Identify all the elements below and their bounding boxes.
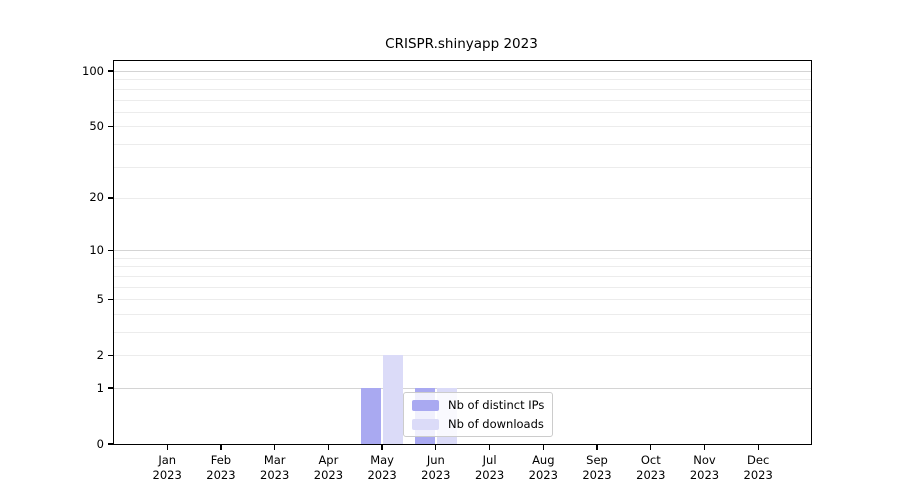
legend-swatch-downloads — [412, 418, 439, 430]
y-tick-label-100: 100 — [82, 63, 104, 78]
y-tick-0 — [108, 443, 113, 445]
y-tick-20 — [108, 197, 113, 199]
x-tick-label-jan: Jan 2023 — [152, 453, 182, 482]
y-tick-2 — [108, 354, 113, 356]
gridline-minor-5 — [114, 299, 811, 301]
gridline-minor-30 — [114, 166, 811, 168]
x-tick-label-apr: Apr 2023 — [313, 453, 344, 482]
x-tick-label-jun: Jun 2023 — [421, 453, 451, 482]
legend-item-downloads: Nb of downloads — [412, 417, 544, 431]
x-tick-label-sep: Sep 2023 — [582, 453, 612, 482]
bar-may-downloads — [383, 355, 404, 444]
gridline-major-10 — [114, 250, 811, 252]
gridline-minor-70 — [114, 99, 811, 101]
x-tick-label-mar: Mar 2023 — [260, 453, 290, 482]
x-tick-oct — [650, 445, 652, 450]
x-tick-label-oct: Oct 2023 — [636, 453, 666, 482]
gridline-minor-8 — [114, 266, 811, 268]
gridline-minor-6 — [114, 286, 811, 288]
gridline-minor-40 — [114, 143, 811, 145]
gridline-minor-7 — [114, 275, 811, 277]
y-tick-label-5: 5 — [96, 291, 104, 306]
x-tick-label-may: May 2023 — [367, 453, 397, 482]
x-tick-feb — [220, 445, 222, 450]
gridline-minor-50 — [114, 126, 811, 128]
gridline-major-1 — [114, 388, 811, 389]
chart-title: CRISPR.shinyapp 2023 — [385, 36, 538, 52]
x-tick-label-feb: Feb 2023 — [206, 453, 236, 482]
gridline-minor-4 — [114, 313, 811, 315]
y-tick-label-2: 2 — [96, 347, 104, 362]
gridline-minor-60 — [114, 111, 811, 113]
gridline-major-100 — [114, 71, 811, 72]
y-tick-label-0: 0 — [96, 436, 104, 451]
gridline-minor-2 — [114, 355, 811, 357]
legend-item-distinct-ips: Nb of distinct IPs — [412, 398, 544, 412]
legend: Nb of distinct IPs Nb of downloads — [403, 392, 554, 437]
legend-swatch-distinct-ips — [412, 399, 439, 411]
x-tick-label-dec: Dec 2023 — [743, 453, 773, 482]
x-tick-mar — [274, 445, 276, 450]
x-tick-nov — [703, 445, 706, 450]
plot-area: Nb of distinct IPs Nb of downloads 0 1 2 5 1… — [82, 60, 812, 482]
gridline-minor-3 — [114, 332, 811, 333]
y-tick-10 — [108, 249, 113, 251]
x-tick-jul — [488, 445, 491, 450]
y-tick-1 — [108, 387, 113, 389]
legend-label-distinct-ips: Nb of distinct IPs — [448, 398, 545, 412]
x-tick-label-jul: Jul 2023 — [474, 453, 505, 482]
x-tick-label-aug: Aug 2023 — [528, 453, 558, 482]
x-tick-dec — [757, 445, 759, 450]
gridline-minor-90 — [114, 79, 811, 81]
y-tick-label-10: 10 — [89, 242, 104, 257]
y-tick-5 — [108, 298, 113, 300]
x-tick-may — [381, 445, 383, 450]
x-tick-sep — [596, 445, 598, 450]
x-tick-label-nov: Nov 2023 — [689, 453, 720, 482]
gridline-minor-9 — [114, 257, 811, 259]
x-tick-aug — [542, 445, 544, 450]
bar-may-distinct-ips — [361, 388, 382, 444]
legend-label-downloads: Nb of downloads — [448, 417, 544, 431]
y-tick-label-20: 20 — [89, 190, 104, 205]
y-tick-100 — [108, 70, 113, 72]
x-tick-apr — [327, 445, 330, 450]
y-tick-50 — [108, 125, 113, 127]
gridline-minor-80 — [114, 88, 811, 90]
x-tick-jun — [435, 445, 437, 450]
y-tick-label-1: 1 — [96, 380, 104, 395]
gridline-minor-20 — [114, 197, 811, 199]
y-tick-label-50: 50 — [89, 118, 104, 133]
x-tick-jan — [166, 445, 168, 450]
